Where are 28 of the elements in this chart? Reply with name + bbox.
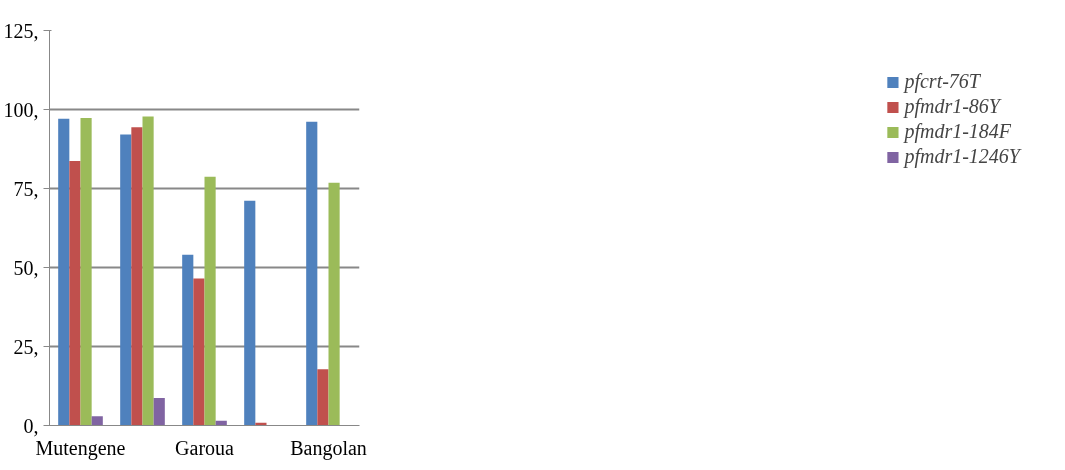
bar (244, 200, 256, 426)
bar (69, 161, 81, 426)
bar (193, 278, 205, 426)
y-tick-label: 125, (3, 19, 39, 42)
bar (120, 134, 132, 426)
x-tick-label: Garoua (175, 436, 235, 459)
y-tick-label: 25, (13, 335, 39, 358)
bar (204, 176, 216, 426)
legend-label: pfmdr1-1246Y (904, 145, 1020, 168)
bar (153, 398, 165, 426)
x-tick-label: Bangolan (290, 436, 367, 460)
bar (131, 127, 143, 426)
y-tick-label: 75, (13, 177, 39, 200)
bar (142, 116, 154, 426)
bar (80, 118, 92, 426)
bar (317, 369, 329, 426)
bar (58, 118, 70, 426)
bar (328, 182, 340, 426)
bar (306, 121, 318, 426)
bar (182, 254, 194, 426)
legend-label: pfcrt-76T (904, 70, 980, 93)
y-tick-label: 50, (13, 256, 39, 279)
y-tick-label: 0, (23, 414, 39, 437)
x-tick-label: Mutengene (35, 436, 126, 460)
bar (91, 416, 103, 426)
legend-label: pfmdr1-86Y (904, 95, 1000, 118)
y-tick-label: 100, (3, 98, 39, 121)
legend-label: pfmdr1-184F (904, 120, 1012, 143)
